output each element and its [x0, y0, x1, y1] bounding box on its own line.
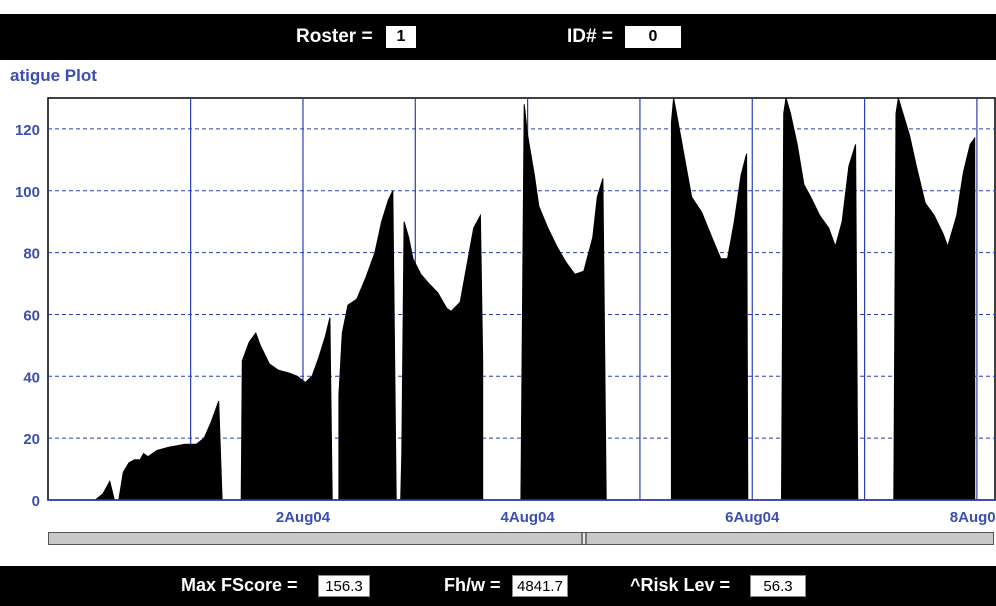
y-tick-label: 60	[23, 307, 40, 324]
risk-level-field: 56.3	[750, 575, 806, 597]
y-tick-label: 100	[15, 184, 40, 201]
fatigue-area-series	[94, 97, 976, 501]
y-tick-label: 20	[23, 431, 40, 448]
y-tick-label: 80	[23, 246, 40, 263]
fhw-label: Fh/w =	[444, 575, 501, 595]
x-tick-label: 8Aug04	[950, 509, 996, 526]
horizontal-scrollbar[interactable]	[48, 532, 994, 545]
header-bar: Roster = 1 ID# = 0	[0, 14, 996, 60]
max-fscore-label: Max FScore =	[181, 575, 298, 595]
footer-bar: Max FScore = 156.3 Fh/w = 4841.7 ^Risk L…	[0, 566, 996, 606]
y-tick-label: 120	[15, 122, 40, 139]
y-tick-label: 0	[32, 493, 40, 510]
y-tick-label: 40	[23, 369, 40, 386]
x-tick-label: 4Aug04	[501, 509, 556, 526]
x-tick-label: 6Aug04	[725, 509, 780, 526]
fhw-field: 4841.7	[512, 575, 568, 597]
scrollbar-left-segment[interactable]	[49, 533, 583, 544]
id-label: ID# =	[567, 26, 613, 47]
roster-field[interactable]: 1	[386, 26, 416, 48]
id-field[interactable]: 0	[625, 26, 681, 48]
roster-label: Roster =	[296, 26, 373, 47]
risk-level-label: ^Risk Lev =	[630, 575, 731, 595]
max-fscore-field: 156.3	[318, 575, 370, 597]
x-tick-label: 2Aug04	[276, 509, 331, 526]
plot-title: atigue Plot	[10, 66, 97, 85]
scrollbar-thumb[interactable]	[585, 533, 993, 544]
